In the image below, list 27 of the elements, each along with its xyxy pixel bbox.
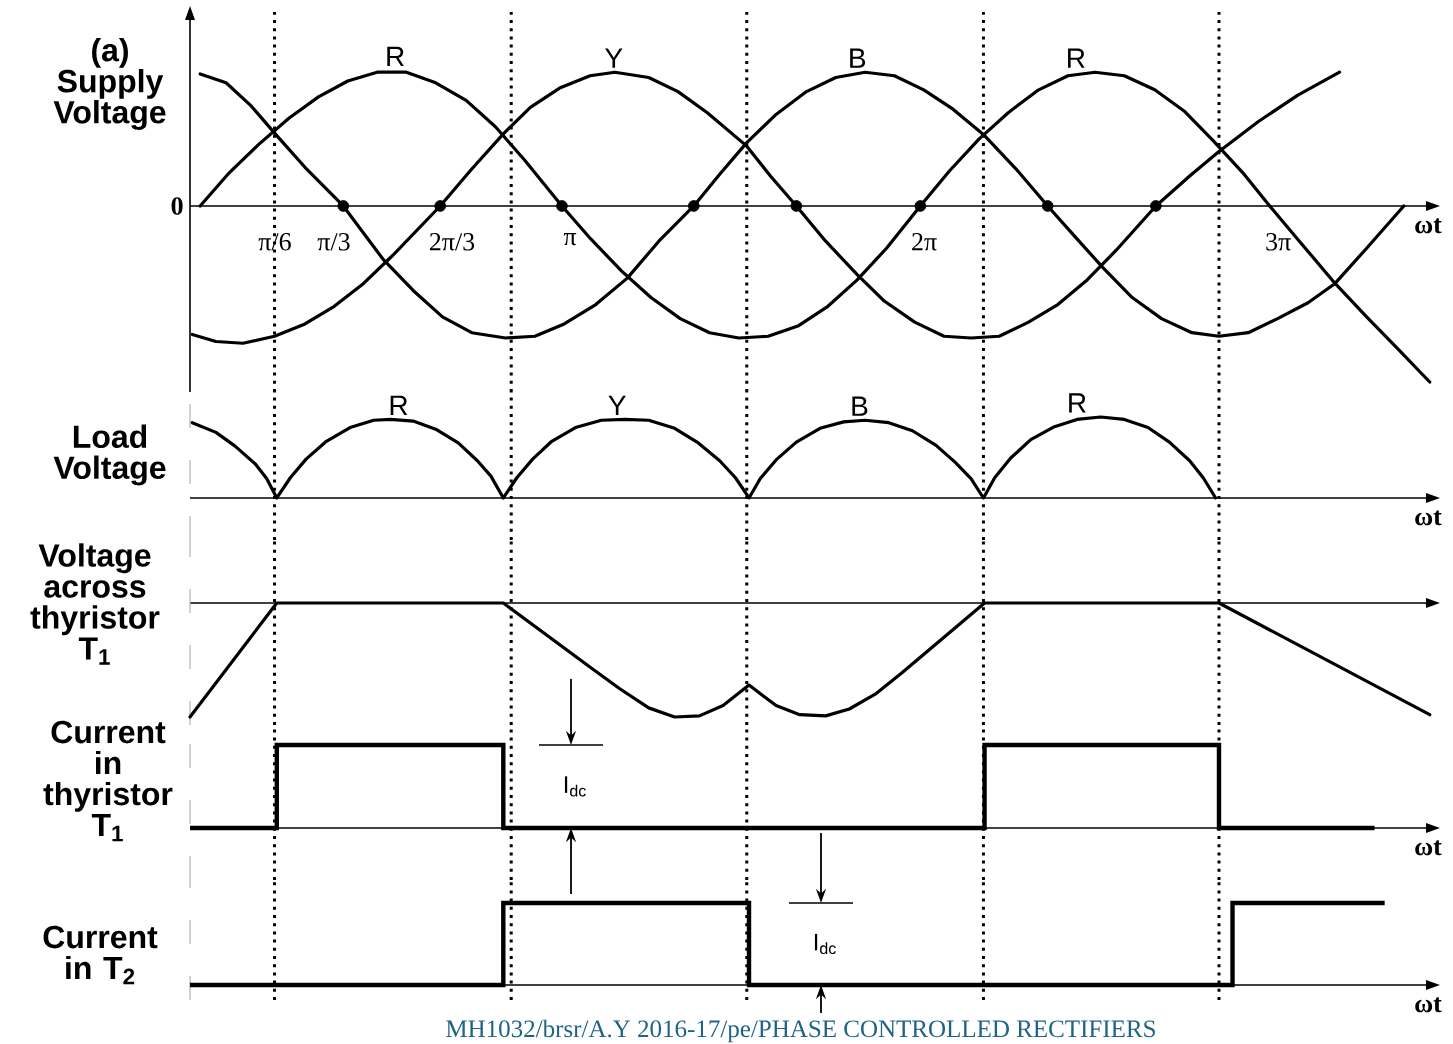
x-axis-title: ωt [1415,218,1442,234]
x-tick-label: π [563,233,577,246]
annotation: B [852,396,868,416]
x-tick-label: 3π [1266,233,1291,251]
x-axis-title: ωt [1415,840,1442,856]
y-axis-title: Current in T$_{2}$ [43,925,158,985]
annotation: I$_{dc}$ [814,933,836,955]
y-axis-title: Voltage across thyristor T$_{1}$ [30,543,160,665]
y-axis-title: (a) Supply Voltage [53,38,166,130]
x-tick-label: 2π/3 [429,233,475,251]
annotation: R [1068,48,1085,68]
annotation: Y [608,395,626,416]
annotation: R [387,46,404,67]
annotation: I$_{dc}$ [564,776,586,797]
annotation: R [390,395,408,416]
annotation: R [1069,393,1086,413]
text: 0 [171,197,183,215]
text: MH1032/brsr/A.Y 2016-17/pe/PHASE CONTROLLED RECTIFIERS [446,1019,1155,1043]
x-axis-title: ωt [1415,510,1442,526]
y-axis-title: Load Voltage [53,424,166,486]
x-tick-label: π/6 [258,233,291,251]
x-tick-label: 2π [912,233,937,251]
y-axis-title: Current in thyristor T$_{1}$ [43,720,173,842]
x-axis-title: ωt [1415,997,1442,1013]
annotation: B [850,48,866,68]
x-tick-label: π/3 [317,233,350,251]
annotation: Y [605,48,623,68]
